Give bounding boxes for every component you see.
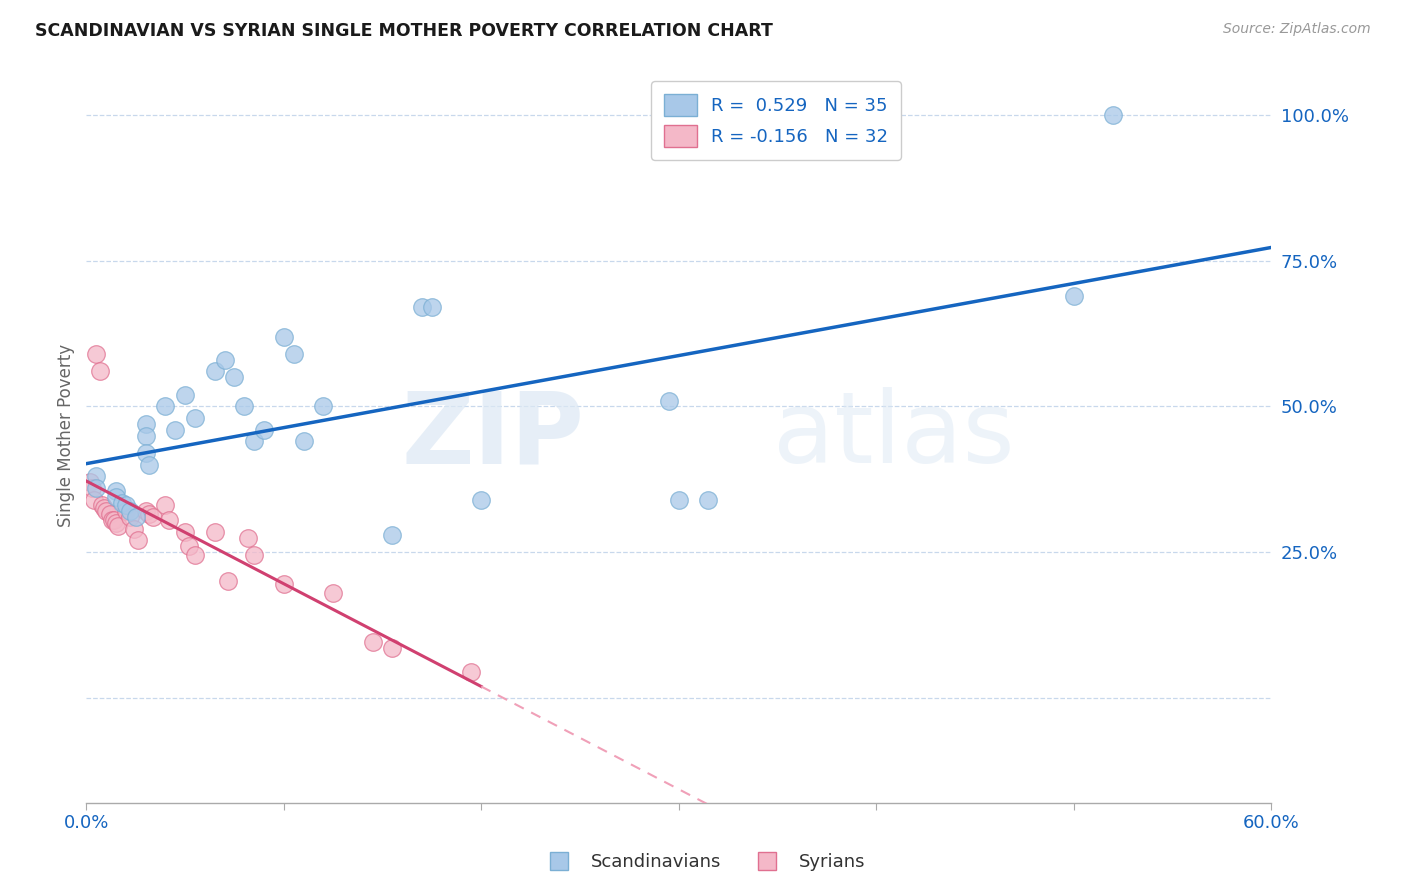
Point bbox=[138, 507, 160, 521]
Point bbox=[658, 393, 681, 408]
Text: atlas: atlas bbox=[773, 387, 1015, 484]
Point bbox=[224, 370, 246, 384]
Point bbox=[243, 434, 266, 449]
Point bbox=[312, 400, 335, 414]
Point bbox=[114, 499, 136, 513]
Point bbox=[381, 641, 404, 656]
Point bbox=[322, 586, 344, 600]
Point bbox=[174, 524, 197, 539]
Point bbox=[361, 635, 384, 649]
Point bbox=[460, 665, 482, 679]
Point bbox=[204, 364, 226, 378]
Point bbox=[184, 411, 207, 425]
Point bbox=[157, 513, 180, 527]
Point bbox=[381, 527, 404, 541]
Point bbox=[292, 434, 315, 449]
Point bbox=[184, 548, 207, 562]
Point bbox=[101, 513, 124, 527]
Point bbox=[135, 428, 157, 442]
Point bbox=[177, 539, 200, 553]
Point bbox=[243, 548, 266, 562]
Point bbox=[233, 400, 256, 414]
Point bbox=[165, 423, 187, 437]
Point bbox=[103, 513, 125, 527]
Point bbox=[217, 574, 239, 589]
Point bbox=[668, 492, 690, 507]
Point bbox=[82, 481, 104, 495]
Point bbox=[84, 469, 107, 483]
Point bbox=[238, 531, 260, 545]
Point bbox=[79, 475, 101, 490]
Point bbox=[470, 492, 492, 507]
Point bbox=[174, 388, 197, 402]
Text: SCANDINAVIAN VS SYRIAN SINGLE MOTHER POVERTY CORRELATION CHART: SCANDINAVIAN VS SYRIAN SINGLE MOTHER POV… bbox=[35, 22, 773, 40]
Point bbox=[107, 519, 129, 533]
Point bbox=[104, 490, 127, 504]
Point bbox=[118, 504, 141, 518]
Point bbox=[411, 301, 433, 315]
Point bbox=[83, 492, 105, 507]
Point bbox=[283, 347, 305, 361]
Point bbox=[697, 492, 720, 507]
Point bbox=[84, 481, 107, 495]
Legend: Scandinavians, Syrians: Scandinavians, Syrians bbox=[533, 847, 873, 879]
Point bbox=[98, 507, 121, 521]
Point bbox=[155, 400, 177, 414]
Point bbox=[104, 516, 127, 530]
Point bbox=[122, 522, 145, 536]
Point bbox=[124, 510, 146, 524]
Point bbox=[127, 533, 149, 548]
Point bbox=[273, 329, 295, 343]
Point bbox=[118, 510, 141, 524]
Point bbox=[138, 458, 160, 472]
Point bbox=[84, 347, 107, 361]
Point bbox=[253, 423, 276, 437]
Point bbox=[111, 495, 134, 509]
Point bbox=[94, 504, 117, 518]
Point bbox=[114, 504, 136, 518]
Text: Source: ZipAtlas.com: Source: ZipAtlas.com bbox=[1223, 22, 1371, 37]
Point bbox=[135, 446, 157, 460]
Point bbox=[135, 504, 157, 518]
Point bbox=[214, 352, 236, 367]
Point bbox=[91, 499, 114, 513]
Point bbox=[273, 577, 295, 591]
Text: ZIP: ZIP bbox=[401, 387, 583, 484]
Point bbox=[204, 524, 226, 539]
Point bbox=[1063, 289, 1085, 303]
Point bbox=[1102, 108, 1125, 122]
Y-axis label: Single Mother Poverty: Single Mother Poverty bbox=[58, 344, 75, 527]
Point bbox=[89, 364, 111, 378]
Point bbox=[104, 483, 127, 498]
Legend: R =  0.529   N = 35, R = -0.156   N = 32: R = 0.529 N = 35, R = -0.156 N = 32 bbox=[651, 81, 901, 160]
Point bbox=[135, 417, 157, 431]
Point bbox=[93, 501, 115, 516]
Point bbox=[142, 510, 165, 524]
Point bbox=[420, 301, 443, 315]
Point bbox=[155, 499, 177, 513]
